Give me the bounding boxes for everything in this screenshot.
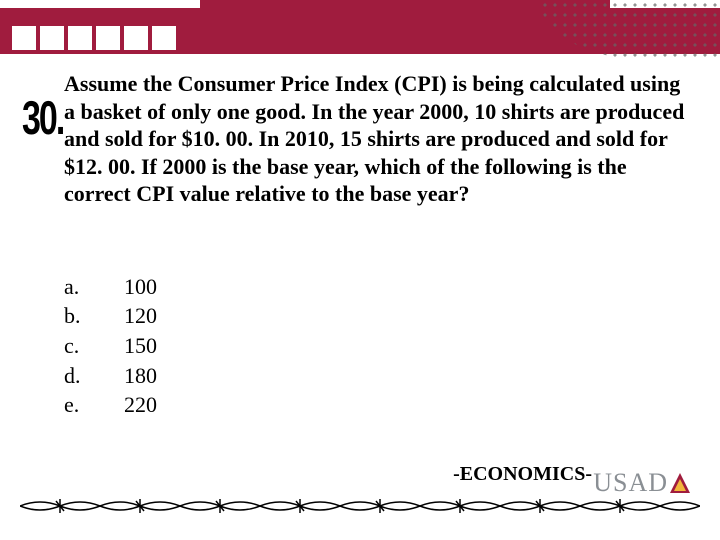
choice-text: 150	[124, 331, 157, 361]
barbed-wire-divider	[20, 496, 700, 516]
usad-logo: USAD	[593, 468, 690, 498]
logo-text: USAD	[593, 468, 668, 498]
choice-letter: b.	[64, 301, 124, 331]
choice-b: b. 120	[64, 301, 690, 331]
choice-text: 120	[124, 301, 157, 331]
choice-a: a. 100	[64, 272, 690, 302]
choice-text: 100	[124, 272, 157, 302]
choice-c: c. 150	[64, 331, 690, 361]
question-number: 30.	[22, 92, 63, 147]
header-squares	[12, 26, 176, 50]
subject-label: -ECONOMICS-	[453, 463, 592, 486]
choice-letter: e.	[64, 390, 124, 420]
choice-e: e. 220	[64, 390, 690, 420]
question-text: Assume the Consumer Price Index (CPI) is…	[64, 70, 690, 208]
slide-content: 30. Assume the Consumer Price Index (CPI…	[22, 70, 690, 420]
choice-text: 220	[124, 390, 157, 420]
choice-d: d. 180	[64, 361, 690, 391]
choice-letter: a.	[64, 272, 124, 302]
choice-letter: c.	[64, 331, 124, 361]
logo-triangle-icon	[670, 473, 690, 493]
answer-choices: a. 100 b. 120 c. 150 d. 180 e. 220	[64, 272, 690, 420]
choice-letter: d.	[64, 361, 124, 391]
choice-text: 180	[124, 361, 157, 391]
